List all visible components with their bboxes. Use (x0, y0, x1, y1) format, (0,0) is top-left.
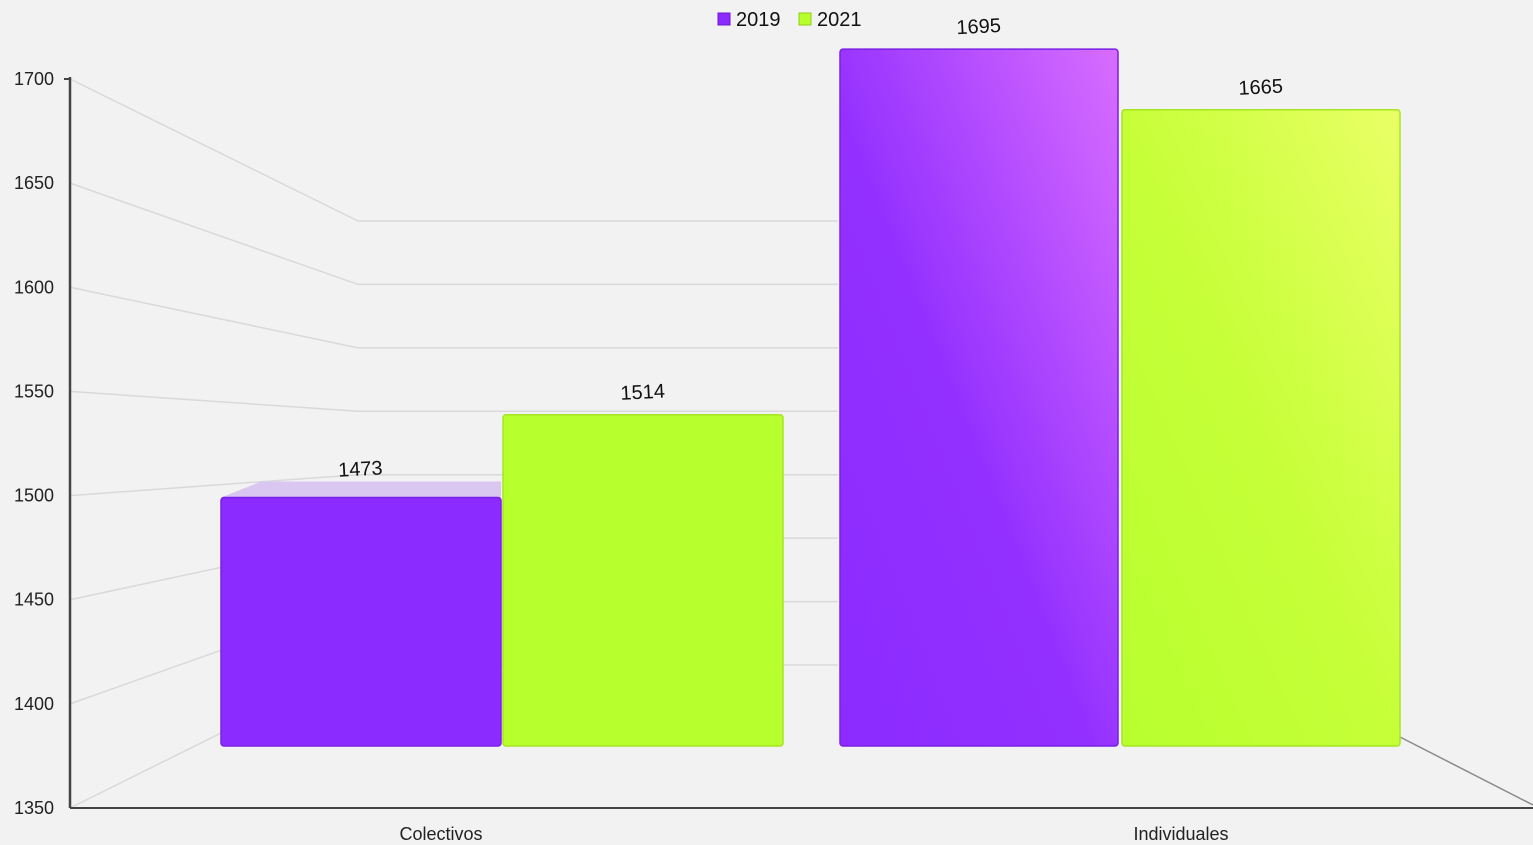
data-label: 1695 (956, 15, 1002, 39)
legend-label: 2019 (736, 9, 781, 31)
y-tick-label: 1600 (14, 277, 54, 297)
data-label: 1473 (338, 457, 384, 481)
bar-2021-colectivos (502, 413, 784, 747)
x-tick-label: Colectivos (399, 824, 482, 844)
y-tick-label: 1500 (14, 486, 54, 506)
labels: 1350 1400 1450 1500 1550 1600 1650 1700 1473 1514… (14, 15, 1284, 844)
bar-2021-individuales (1121, 108, 1401, 747)
y-tick-label: 1700 (14, 69, 54, 89)
data-label: 1514 (620, 381, 666, 405)
bar-top-face (221, 481, 501, 498)
y-tick-label: 1350 (14, 798, 54, 818)
bar-2019-colectivos (220, 496, 502, 747)
y-tick-label: 1400 (14, 694, 54, 714)
axes (64, 77, 1533, 809)
gridline (69, 78, 838, 222)
y-tick-label: 1550 (14, 381, 54, 401)
data-label: 1665 (1238, 76, 1284, 100)
gridline (69, 390, 838, 413)
bars (220, 48, 1401, 747)
x-tick-label: Individuales (1133, 824, 1228, 844)
legend: 2019 2021 (717, 9, 862, 31)
y-tick-label: 1450 (14, 590, 54, 610)
gridline (69, 286, 838, 349)
floor-edge (1399, 736, 1533, 806)
legend-label: 2021 (817, 9, 862, 31)
y-tick-label: 1650 (14, 173, 54, 193)
legend-swatch-2019 (717, 12, 731, 26)
legend-swatch-2021 (798, 12, 812, 26)
gridline (69, 182, 838, 286)
bar-2019-individuales (839, 48, 1119, 747)
